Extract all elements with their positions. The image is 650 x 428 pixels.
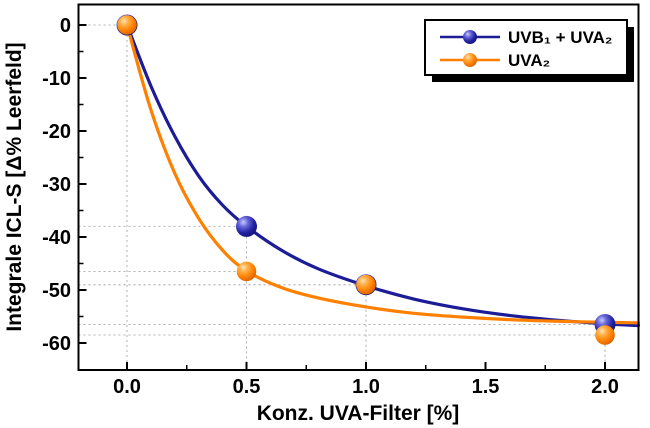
fit-curves bbox=[125, 23, 641, 328]
series-0-curve bbox=[125, 23, 641, 328]
series-1-marker bbox=[356, 274, 376, 295]
legend-series-0-marker bbox=[463, 30, 477, 44]
y-tick-label: -40 bbox=[42, 227, 71, 249]
y-axis-title: Integrale ICL-S [Δ% Leerfeld] bbox=[3, 42, 26, 331]
legend-items: UVB₁ + UVA₂ UVA₂ bbox=[440, 28, 612, 70]
data-point-markers bbox=[116, 14, 616, 345]
x-tick-label: 2.0 bbox=[591, 376, 619, 398]
y-tick-label: -50 bbox=[42, 280, 71, 302]
series-1-curve bbox=[125, 23, 641, 325]
series-1-marker bbox=[117, 15, 137, 35]
legend-series-1-marker bbox=[463, 53, 477, 67]
x-axis-title: Konz. UVA-Filter [%] bbox=[257, 402, 460, 425]
y-tick-label: -60 bbox=[42, 333, 71, 355]
x-tick-label: 0.0 bbox=[113, 376, 141, 398]
y-tick-label: 0 bbox=[60, 15, 71, 37]
x-tick-label: 1.5 bbox=[472, 376, 500, 398]
legend-series-0-label: UVB₁ + UVA₂ bbox=[508, 28, 612, 47]
x-tick-label: 1.0 bbox=[352, 376, 380, 398]
y-tick-label: -20 bbox=[42, 121, 71, 143]
legend-box bbox=[424, 19, 628, 76]
legend-series-1-label: UVA₂ bbox=[508, 51, 550, 70]
series-0-marker bbox=[236, 215, 257, 237]
y-tick-label: -10 bbox=[42, 68, 71, 90]
series-1-marker bbox=[236, 261, 257, 282]
y-tick-label: -30 bbox=[42, 174, 71, 196]
axes-ticks-and-labels: 0.0 0.5 1.0 1.5 2.0 0 -10 -20 -30 -40 -50 -60 bbox=[42, 15, 619, 398]
legend: UVB₁ + UVA₂ UVA₂ bbox=[424, 19, 634, 82]
plot-frame bbox=[77, 3, 640, 371]
series-1-marker bbox=[595, 325, 615, 345]
x-tick-label: 0.5 bbox=[233, 376, 261, 398]
